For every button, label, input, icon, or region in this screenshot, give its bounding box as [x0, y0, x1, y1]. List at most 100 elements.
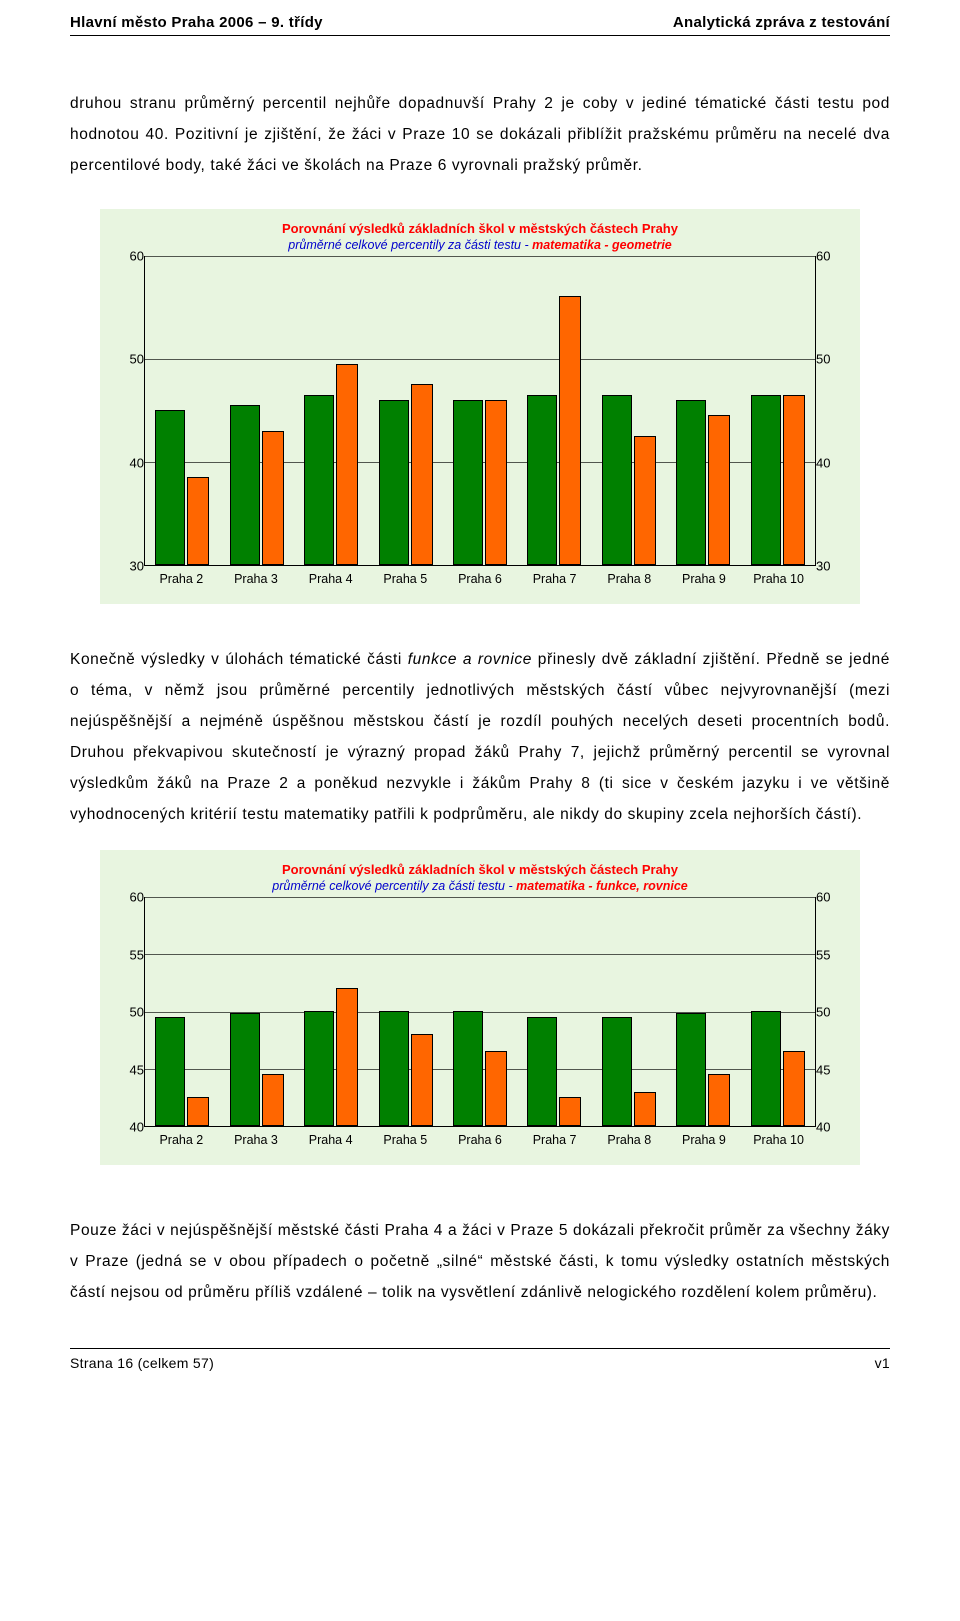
bar-green [230, 405, 260, 565]
bar-group [524, 296, 584, 565]
bar-orange [708, 1074, 730, 1126]
y-tick: 40 [114, 1120, 144, 1135]
bar-group [748, 1011, 808, 1126]
x-label: Praha 9 [674, 572, 734, 586]
bar-green [527, 1017, 557, 1126]
bar-green [230, 1013, 260, 1126]
bar-orange [634, 1092, 656, 1127]
y-tick: 55 [816, 947, 846, 962]
bar-green [602, 1017, 632, 1126]
bar-green [751, 1011, 781, 1126]
y-tick: 60 [816, 890, 846, 905]
x-label: Praha 6 [450, 1133, 510, 1147]
bar-orange [559, 296, 581, 565]
y-tick: 55 [114, 947, 144, 962]
bar-group [599, 395, 659, 566]
paragraph-1: druhou stranu průměrný percentil nejhůře… [70, 88, 890, 181]
bar-green [676, 1013, 706, 1126]
chart-subtitle: průměrné celkové percentily za části tes… [114, 879, 846, 893]
bar-green [453, 1011, 483, 1126]
bar-green [379, 400, 409, 565]
x-label: Praha 4 [301, 572, 361, 586]
y-tick: 60 [816, 249, 846, 264]
bar-orange [336, 364, 358, 566]
page-footer: Strana 16 (celkem 57) v1 [70, 1348, 890, 1385]
paragraph-3: Pouze žáci v nejúspěšnější městské části… [70, 1215, 890, 1308]
bar-group [152, 1017, 212, 1126]
bar-orange [708, 415, 730, 565]
x-label: Praha 3 [226, 1133, 286, 1147]
y-tick: 50 [114, 1005, 144, 1020]
bar-group [673, 1013, 733, 1126]
x-label: Praha 2 [151, 1133, 211, 1147]
bar-green [602, 395, 632, 566]
chart-title: Porovnání výsledků základních škol v měs… [114, 862, 846, 877]
chart-subtitle: průměrné celkové percentily za části tes… [114, 238, 846, 252]
footer-right: v1 [875, 1355, 890, 1371]
x-label: Praha 6 [450, 572, 510, 586]
bar-orange [783, 1051, 805, 1126]
bar-green [527, 395, 557, 566]
bar-green [751, 395, 781, 566]
bar-group [301, 988, 361, 1126]
chart-geometrie: Porovnání výsledků základních škol v měs… [100, 209, 860, 604]
chart-funkce-rovnice: Porovnání výsledků základních škol v měs… [100, 850, 860, 1165]
x-label: Praha 8 [599, 572, 659, 586]
y-tick: 40 [114, 455, 144, 470]
bar-group [748, 395, 808, 566]
bar-orange [485, 1051, 507, 1126]
y-tick: 50 [816, 352, 846, 367]
bar-group [152, 410, 212, 565]
bar-green [379, 1011, 409, 1126]
bar-green [676, 400, 706, 565]
bar-group [376, 384, 436, 565]
y-tick: 45 [114, 1062, 144, 1077]
bar-group [301, 364, 361, 566]
footer-left: Strana 16 (celkem 57) [70, 1355, 214, 1371]
bar-orange [336, 988, 358, 1126]
x-label: Praha 8 [599, 1133, 659, 1147]
y-tick: 50 [816, 1005, 846, 1020]
bar-orange [559, 1097, 581, 1126]
bar-group [450, 400, 510, 565]
page-header: Hlavní město Praha 2006 – 9. třídy Analy… [70, 0, 890, 36]
bar-orange [187, 477, 209, 565]
header-left: Hlavní město Praha 2006 – 9. třídy [70, 14, 323, 31]
y-tick: 60 [114, 249, 144, 264]
bar-orange [262, 431, 284, 565]
term-funkce-rovnice: funkce a rovnice [408, 651, 532, 668]
y-tick: 30 [114, 559, 144, 574]
x-label: Praha 5 [375, 1133, 435, 1147]
chart-title: Porovnání výsledků základních škol v měs… [114, 221, 846, 236]
x-label: Praha 9 [674, 1133, 734, 1147]
x-label: Praha 10 [749, 572, 809, 586]
bar-group [524, 1017, 584, 1126]
bar-group [376, 1011, 436, 1126]
bar-group [673, 400, 733, 565]
bar-green [453, 400, 483, 565]
y-tick: 40 [816, 455, 846, 470]
x-label: Praha 10 [749, 1133, 809, 1147]
bar-group [227, 1013, 287, 1126]
bar-green [304, 395, 334, 566]
bar-orange [485, 400, 507, 565]
bar-green [304, 1011, 334, 1126]
y-tick: 60 [114, 890, 144, 905]
x-label: Praha 5 [375, 572, 435, 586]
y-tick: 50 [114, 352, 144, 367]
bar-group [450, 1011, 510, 1126]
bar-green [155, 410, 185, 565]
bar-orange [411, 384, 433, 565]
header-right: Analytická zpráva z testování [673, 14, 890, 31]
bar-orange [411, 1034, 433, 1126]
y-tick: 45 [816, 1062, 846, 1077]
y-tick: 30 [816, 559, 846, 574]
x-label: Praha 7 [525, 1133, 585, 1147]
bar-group [227, 405, 287, 565]
bar-orange [187, 1097, 209, 1126]
x-label: Praha 2 [151, 572, 211, 586]
y-tick: 40 [816, 1120, 846, 1135]
x-label: Praha 4 [301, 1133, 361, 1147]
paragraph-2: Konečně výsledky v úlohách tématické čás… [70, 644, 890, 830]
x-label: Praha 3 [226, 572, 286, 586]
